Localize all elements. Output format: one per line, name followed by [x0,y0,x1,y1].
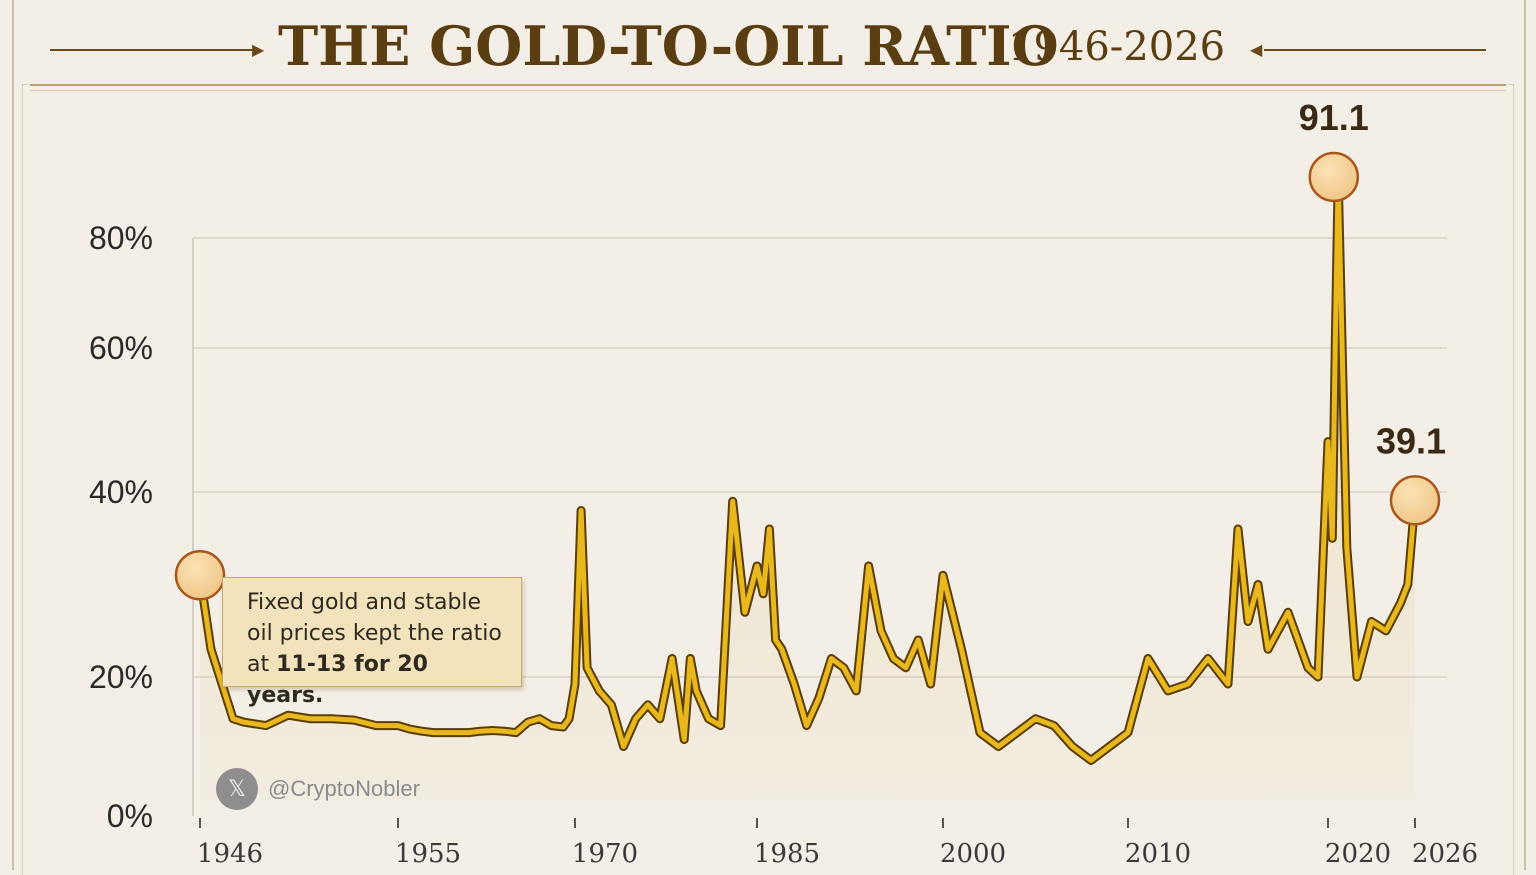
note-line-3: at 11-13 for 20 years. [247,649,511,711]
peak-marker [1308,151,1360,203]
chart-title-years: 1946-2026 [1008,24,1226,70]
x-tick-label-1970: 1970 [572,839,638,863]
handle-text: @CryptoNobler [268,776,420,801]
left-arrow-icon: ▶ [252,40,265,59]
start-marker [174,550,226,601]
right-arrow-icon: ◀ [1250,40,1263,59]
x-tick-label-2026: 2026 [1412,839,1478,863]
title-bar: ▶ THE GOLD-TO-OIL RATIO 1946-2026 ◀ [0,6,1536,80]
x-tick-label-2020: 2020 [1325,839,1391,863]
left-arrow-line [50,49,255,51]
chart-title: THE GOLD-TO-OIL RATIO [278,14,1059,78]
title-rule [30,84,1506,86]
y-tick-label-80: 80% [89,220,153,256]
author-handle[interactable]: 𝕏 @CryptoNobler [216,767,420,811]
x-tick-label-1946: 1946 [197,839,263,863]
x-tick-label-2000: 2000 [940,839,1006,863]
series-line [197,175,1418,763]
series-area [200,177,1415,800]
title-rule-thin [30,90,1506,91]
x-tick-label-2010: 2010 [1125,839,1191,863]
note-line-3-prefix: at [247,652,277,677]
outer-frame [12,0,1526,870]
note-line-2: oil prices kept the ratio [247,621,502,646]
right-arrow-line [1264,49,1486,51]
x-tick-label-1955: 1955 [395,839,461,863]
end-value-label: 39.1 [1376,420,1446,461]
y-tick-label-0: 0% [107,798,153,834]
y-tick-label-20: 20% [89,659,153,695]
annotation-note: Fixed gold and stable oil prices kept th… [222,577,522,708]
y-tick-label-40: 40% [89,474,153,510]
note-line-1: Fixed gold and stable [247,590,482,615]
end-marker [1389,475,1441,526]
x-tick-label-1985: 1985 [754,839,820,863]
note-line-3-bold: 11-13 for 20 years. [247,652,428,708]
y-tick-label-60: 60% [89,330,153,366]
peak-value-label: 91.1 [1299,97,1369,138]
x-logo-icon: 𝕏 [216,768,258,810]
